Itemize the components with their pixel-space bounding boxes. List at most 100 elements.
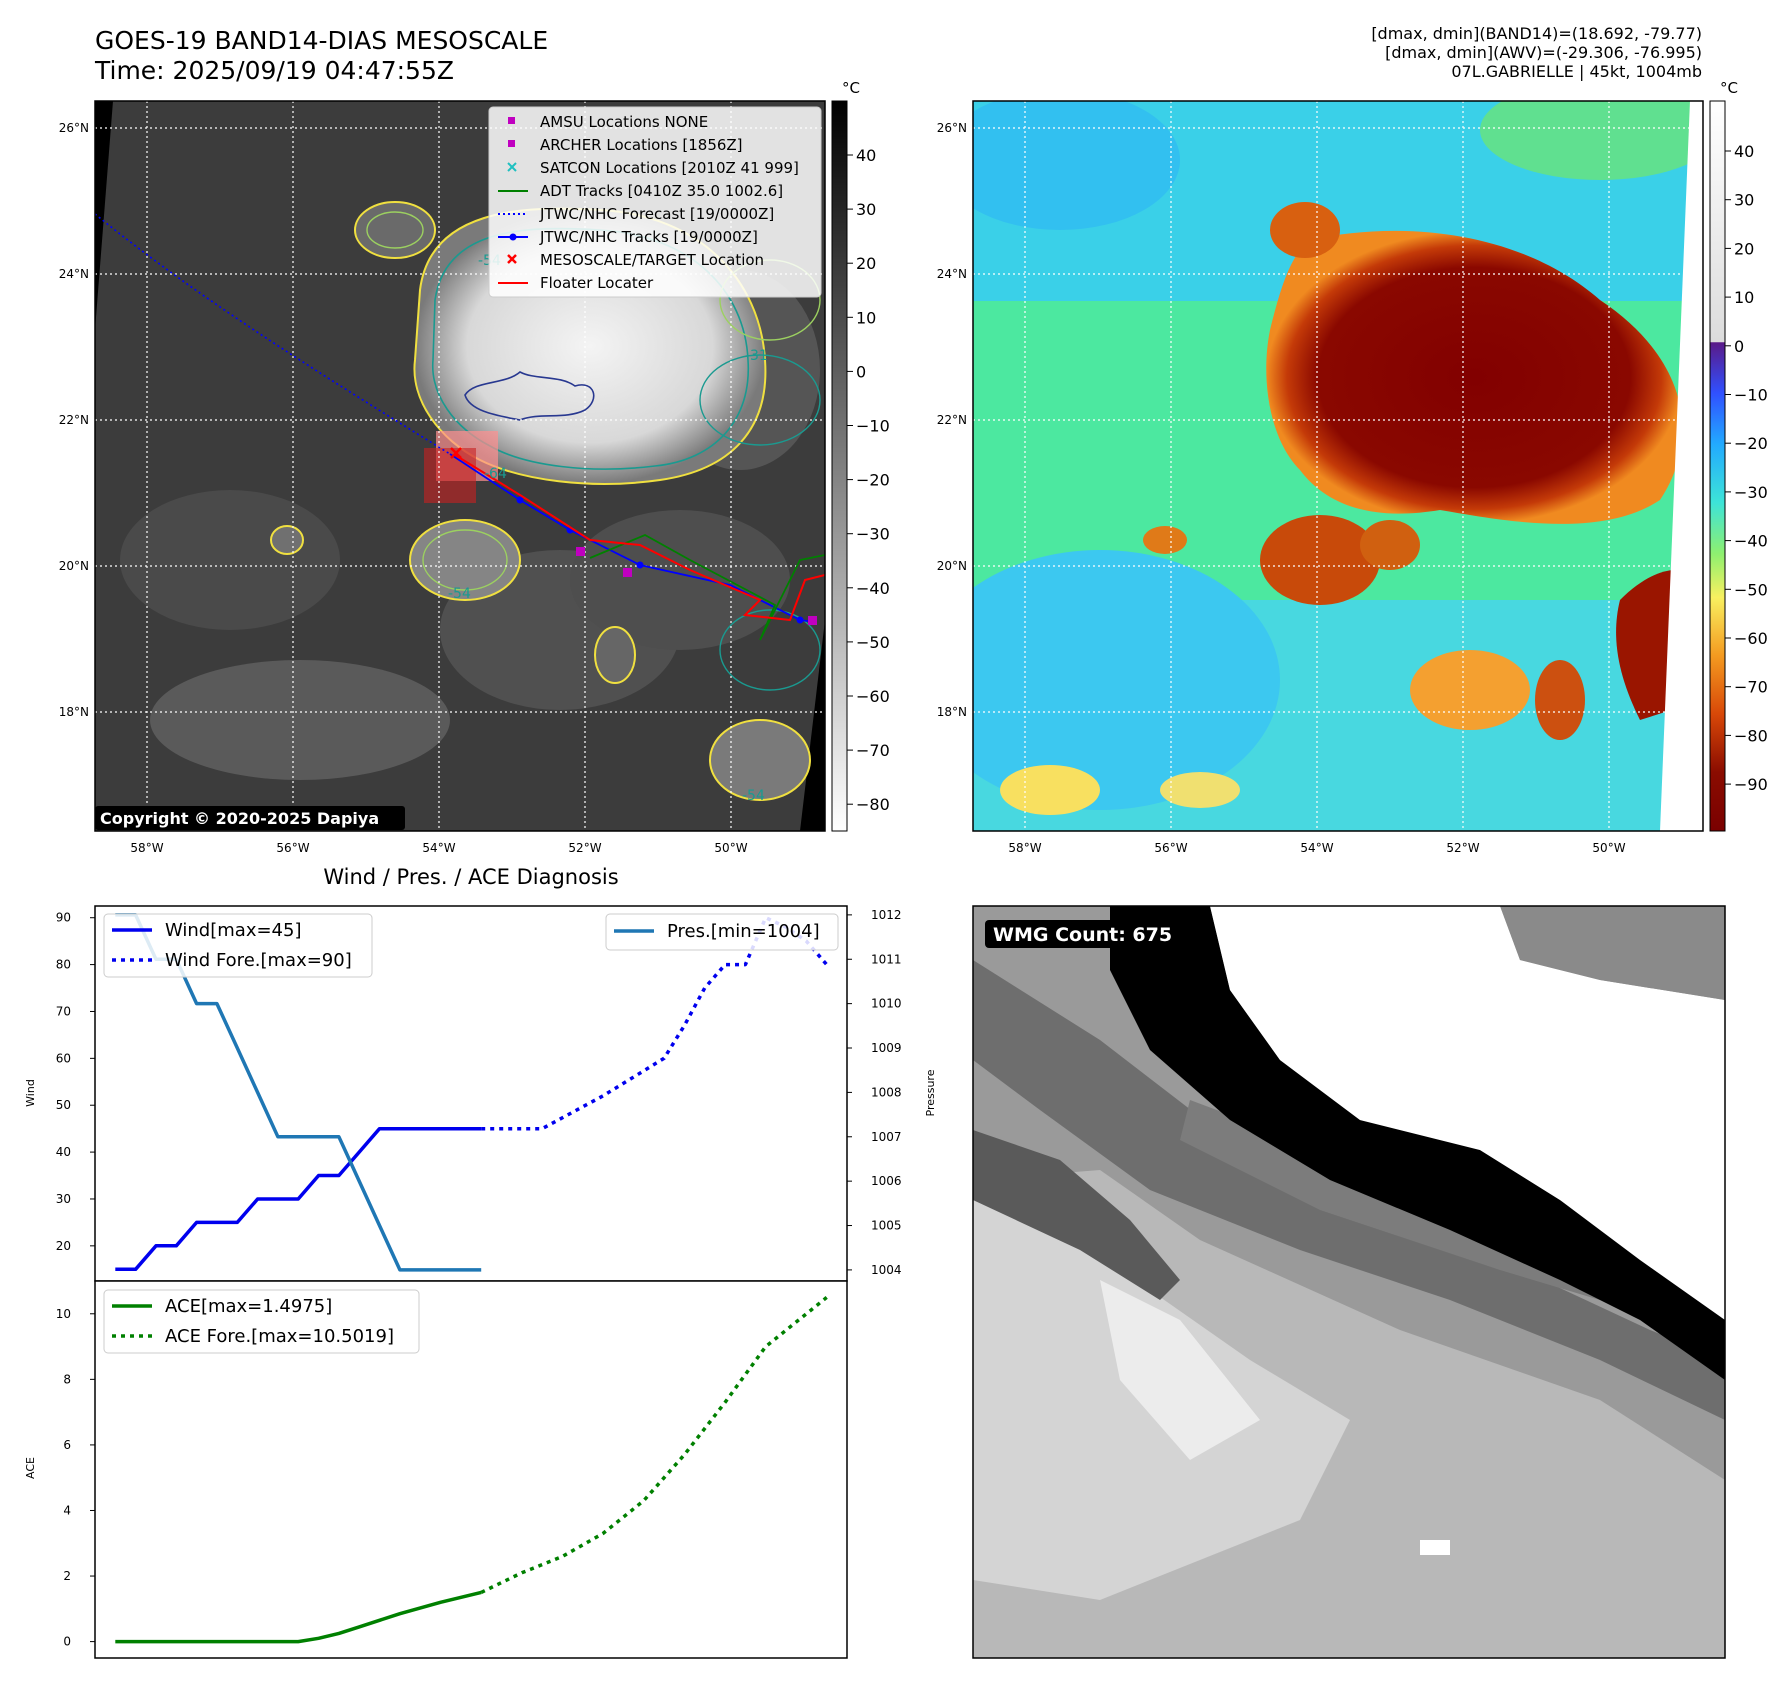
colorbar-tick-label: −80 [856,795,890,814]
colorbar-tick-label: 40 [1734,142,1754,161]
lat-tick-label: 24°N [937,267,967,281]
lon-tick-label: 50°W [1592,841,1625,855]
contour-label: -31 [745,348,768,364]
colorbar-tick-label: −70 [1734,678,1768,697]
copyright-text: Copyright © 2020-2025 Dapiya [100,809,379,828]
awv-frame [972,100,1704,832]
legend-label: ACE Fore.[max=10.5019] [165,1326,394,1347]
lat-tick-label: 18°N [937,705,967,719]
lon-tick-label: 56°W [1154,841,1187,855]
awv-colorbar [1709,100,1726,832]
ir-legend: AMSU Locations NONE ARCHER Locations [18… [488,106,822,298]
wmg-label-box [985,920,1195,948]
ir-panel: -54 -64 -54 -31 -54 Copyright © 2020-202… [94,79,890,832]
colorbar-tick-label: −60 [1734,629,1768,648]
lat-tick-label: 24°N [59,267,89,281]
colorbar-tick-label: −30 [856,525,890,544]
series-line [115,1590,482,1644]
lon-tick-label: 50°W [714,841,747,855]
wmg-black-band [1110,906,1725,1380]
y2-tick-label: 1010 [871,997,902,1011]
y-tick-label: 6 [63,1438,71,1452]
lon-tick-label: 56°W [276,841,309,855]
colorbar-tick-label: −70 [856,741,890,760]
lat-tick-label: 20°N [59,559,89,573]
awv-range: [dmax, dmin](AWV)=(-29.306, -76.995) [1385,43,1702,62]
series-line [115,1126,482,1272]
lat-tick-label: 26°N [937,121,967,135]
legend-label: Pres.[min=1004] [667,921,820,942]
awv-colorbar-unit: °C [1720,79,1738,97]
y2-tick-label: 1011 [871,952,902,966]
ir-nodata-left [95,101,113,330]
lon-tick-label: 52°W [1446,841,1479,855]
legend-label: JTWC/NHC Tracks [19/0000Z] [539,228,758,246]
y-tick-label: 10 [56,1307,71,1321]
ir-colorbar [831,100,848,832]
colorbar-tick-label: 10 [1734,288,1754,307]
ir-colorbar-ticks: 40 30 20 10 0 −10 −20 −30 −40 −50 −60 −70 −80 [847,146,890,814]
y-tick-label: 60 [56,1051,71,1065]
lat-tick-label: 26°N [59,121,89,135]
contour-label: -54 [742,788,765,804]
legend-label: AMSU Locations NONE [540,113,708,131]
legend-label: ACE[max=1.4975] [165,1296,332,1317]
y2-tick-label: 1009 [871,1041,902,1055]
ace-chart: 0 2 4 6 8 10 ACE[max=1.4975] ACE Fore.[max=10.5… [56,1289,828,1649]
ir-forecast-track [95,213,451,455]
contour-label: -64 [484,466,507,482]
wmg-frame [972,905,1726,1659]
colorbar-tick-label: −40 [856,579,890,598]
colorbar-tick-label: 40 [856,146,876,165]
y-tick-label: 20 [56,1239,71,1253]
legend-label: Floater Locater [540,274,654,292]
legend-label: ARCHER Locations [1856Z] [540,136,743,154]
y-tick-label: 90 [56,911,71,925]
lon-tick-label: 58°W [1008,841,1041,855]
ir-colorbar-unit: °C [842,79,860,97]
y2-tick-label: 1006 [871,1174,902,1188]
lon-tick-label: 58°W [130,841,163,855]
awv-panel: °C 40 30 20 10 0 −10 −20 −30 −40 −50 −60 −70 −80 −90 [972,79,1768,832]
figure-title: GOES-19 BAND14-DIAS MESOSCALE Time: 2025… [95,26,548,86]
legend-label: JTWC/NHC Forecast [19/0000Z] [539,205,774,223]
y-tick-label: 0 [63,1635,71,1649]
y-tick-label: 30 [56,1192,71,1206]
ir-adt-track [589,534,825,641]
colorbar-tick-label: 0 [856,362,866,381]
figure-info: [dmax, dmin](BAND14)=(18.692, -79.77) [d… [1371,24,1702,81]
colorbar-tick-label: −40 [1734,532,1768,551]
colorbar-tick-label: −90 [1734,775,1768,794]
lat-tick-label: 22°N [937,413,967,427]
colorbar-tick-label: −20 [856,471,890,490]
y-tick-label: 8 [63,1372,71,1386]
y-tick-label: 80 [56,958,71,972]
colorbar-tick-label: −60 [856,687,890,706]
y-tick-label: 70 [56,1004,71,1018]
y-tick-label: 4 [63,1503,71,1517]
legend-label: ADT Tracks [0410Z 35.0 1002.6] [540,182,783,200]
chart-title: Wind / Pres. / ACE Diagnosis [323,865,618,889]
colorbar-tick-label: 30 [856,200,876,219]
colorbar-tick-label: 10 [856,308,876,327]
y2-tick-label: 1008 [871,1085,902,1099]
colorbar-tick-label: −10 [856,417,890,436]
legend-label: SATCON Locations [2010Z 41 999] [540,159,799,177]
awv-cdo [1266,230,1683,524]
contour-label: -54 [448,586,471,602]
lon-tick-label: 52°W [568,841,601,855]
lat-tick-label: 20°N [937,559,967,573]
y2-tick-label: 1007 [871,1130,902,1144]
figure-title-line2: Time: 2025/09/19 04:47:55Z [95,56,454,85]
wind-axis-label: Wind [24,1079,37,1107]
awv-colorbar-ticks: 40 30 20 10 0 −10 −20 −30 −40 −50 −60 −70 −80 −90 [1725,142,1768,794]
awv-gridlines [973,101,1703,831]
ace-legend-box [103,1289,420,1354]
wmg-white-region [1210,906,1725,1320]
colorbar-tick-label: 30 [1734,191,1754,210]
map-tick-labels: 58°W 56°W 54°W 52°W 50°W 26°N 24°N 22°N 20°N 18°N… [59,121,1626,855]
wind-chart: 20 30 40 50 60 70 80 90 1004 1005 1006 1007 1008 1009… [56,908,902,1277]
band14-range: [dmax, dmin](BAND14)=(18.692, -79.77) [1371,24,1702,43]
colorbar-tick-label: 20 [1734,239,1754,258]
series-line [480,1296,828,1594]
